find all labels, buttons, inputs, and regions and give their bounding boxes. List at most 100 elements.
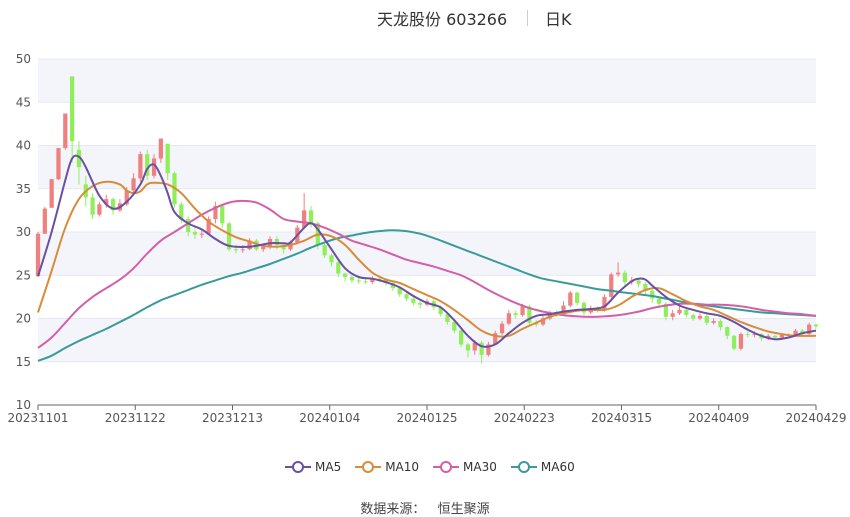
candle-body — [772, 335, 778, 338]
candle-body — [656, 298, 662, 304]
candle — [97, 201, 102, 217]
candle-body — [213, 206, 218, 220]
candle-body — [438, 307, 443, 315]
y-tick-label: 40 — [16, 139, 31, 153]
legend: MA5 MA10 MA30 MA60 — [285, 457, 589, 477]
candle-body — [704, 315, 709, 323]
candle-body — [261, 246, 266, 250]
candle-body — [70, 76, 75, 142]
candle — [56, 148, 61, 181]
candle — [70, 76, 75, 163]
legend-item-ma30[interactable]: MA30 — [433, 460, 497, 474]
candle — [479, 340, 484, 364]
y-tick-label: 10 — [16, 398, 31, 412]
candle-body — [349, 276, 355, 281]
candle-body — [370, 278, 375, 283]
candle — [322, 242, 327, 258]
candle-body — [274, 238, 279, 245]
candle — [145, 149, 150, 181]
candle — [725, 326, 730, 340]
candle-body — [697, 315, 703, 319]
legend-label: MA10 — [385, 460, 420, 474]
candle-body — [145, 154, 150, 176]
candle-body — [445, 314, 450, 322]
candle-body — [186, 219, 191, 232]
candle — [35, 232, 41, 277]
candle-body — [226, 223, 232, 250]
candle-body — [752, 334, 757, 336]
candle-body — [731, 335, 737, 349]
candle — [452, 320, 457, 334]
candle-body — [793, 330, 798, 336]
legend-item-ma10[interactable]: MA10 — [355, 460, 419, 474]
candle — [192, 227, 198, 239]
legend-item-ma5[interactable]: MA5 — [285, 460, 341, 474]
candle-body — [220, 206, 225, 224]
plot-band — [38, 232, 816, 276]
candle-body — [158, 138, 163, 159]
candle-body — [131, 178, 136, 191]
candle-body — [110, 199, 116, 211]
candle-body — [308, 210, 314, 224]
legend-marker-icon — [433, 461, 460, 473]
candle-body — [56, 148, 61, 180]
candle-body — [90, 197, 95, 215]
candle — [418, 301, 423, 309]
candle-body — [472, 342, 477, 351]
candle — [813, 323, 819, 329]
candle — [370, 276, 375, 284]
candle-body — [486, 344, 491, 355]
candle-body — [199, 233, 204, 235]
y-tick-label: 20 — [16, 312, 31, 326]
chart-title-period: 日K — [545, 10, 572, 29]
x-tick-label: 20240104 — [299, 411, 360, 425]
legend-marker-icon — [355, 461, 382, 473]
y-tick-label: 30 — [16, 225, 31, 239]
candle-body — [670, 313, 675, 317]
x-tick-label: 20240409 — [688, 411, 749, 425]
candle — [151, 154, 157, 179]
candle-body — [568, 292, 573, 306]
x-tick-label: 20240429 — [785, 411, 846, 425]
candle — [513, 310, 518, 319]
candle-body — [411, 298, 416, 303]
candle-body — [35, 233, 41, 277]
candle-body — [581, 302, 587, 313]
candle-body — [807, 324, 812, 335]
candle-body — [691, 315, 696, 319]
candle-body — [499, 323, 505, 334]
candle-body — [459, 330, 464, 345]
candle — [110, 197, 116, 215]
x-tick-label: 20231101 — [7, 411, 68, 425]
legend-item-ma60[interactable]: MA60 — [510, 460, 575, 474]
candle — [622, 270, 628, 286]
candle — [656, 296, 662, 308]
candle-body — [643, 283, 648, 291]
candle — [131, 173, 136, 194]
candle — [602, 294, 607, 312]
candle — [138, 151, 143, 182]
x-tick-label: 20231213 — [202, 411, 263, 425]
candle-body — [506, 313, 512, 324]
candle — [342, 272, 348, 282]
data-source: 数据来源： 恒生聚源 — [0, 498, 850, 517]
candle — [697, 313, 703, 321]
candle — [363, 278, 368, 284]
y-tick-label: 15 — [16, 355, 31, 369]
candle-body — [247, 240, 252, 250]
candle — [711, 318, 716, 325]
candle — [691, 313, 696, 322]
candle-body — [615, 272, 621, 275]
candle — [493, 330, 498, 346]
candle — [581, 301, 587, 316]
line-ma5 — [37, 154, 817, 348]
chart-title-stock: 天龙股份 603266 — [377, 10, 508, 29]
line-ma30 — [37, 199, 817, 349]
candle-body — [663, 303, 668, 317]
candle-body — [336, 262, 341, 274]
candle-body — [240, 249, 245, 251]
x-tick-label: 20231122 — [105, 411, 166, 425]
candle — [718, 319, 723, 331]
candle-body — [151, 158, 157, 176]
